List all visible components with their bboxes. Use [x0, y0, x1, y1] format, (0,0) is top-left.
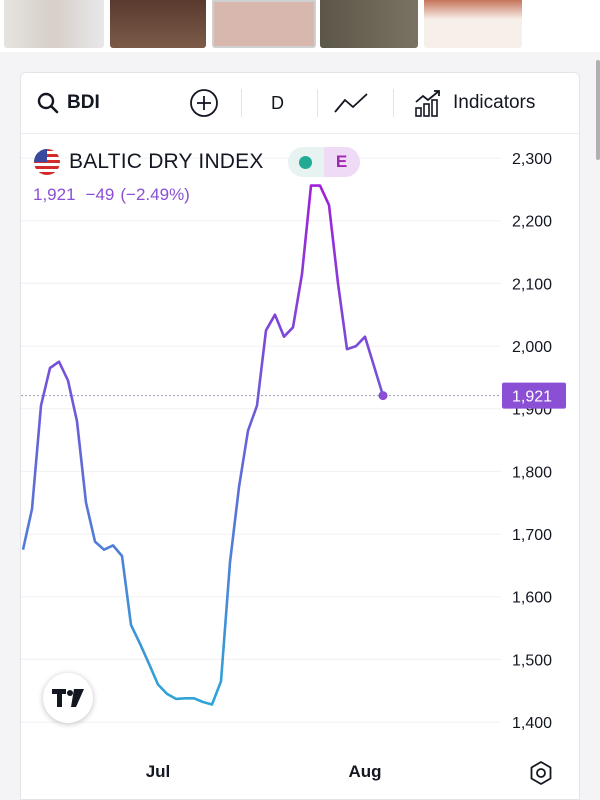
y-tick-label: 2,000 — [512, 339, 552, 356]
thumbnail-5[interactable] — [424, 0, 522, 48]
last-price-value: 1,921 — [33, 185, 76, 204]
price-line — [21, 184, 385, 706]
chart-style-button[interactable] — [333, 73, 369, 133]
media-thumbnail-strip — [0, 0, 600, 52]
y-tick-label: 2,300 — [512, 151, 552, 168]
earnings-badge: E — [323, 147, 360, 177]
tradingview-logo-icon — [52, 689, 84, 707]
last-price-badge-label: 1,921 — [512, 389, 552, 406]
y-tick-label: 1,400 — [512, 715, 552, 732]
chart-settings-button[interactable] — [525, 757, 557, 789]
market-open-indicator — [288, 147, 324, 177]
tradingview-logo-button[interactable] — [43, 673, 93, 723]
plus-circle-icon — [190, 89, 218, 117]
toolbar-divider — [393, 89, 394, 117]
market-status-pill[interactable]: E — [287, 147, 360, 177]
instrument-title: BALTIC DRY INDEX — [69, 150, 264, 173]
search-icon — [37, 92, 59, 114]
scroll-indicator — [596, 60, 600, 160]
y-tick-label: 1,700 — [512, 527, 552, 544]
status-dot-icon — [299, 155, 313, 169]
chart-legend: BALTIC DRY INDEX E 1,921 −49 (−2.49%) — [33, 147, 360, 205]
grid-lines — [21, 157, 501, 723]
thumbnail-1[interactable] — [4, 0, 104, 48]
time-axis: Jul Aug — [146, 762, 382, 781]
chart-widget: BDI D Indi — [20, 72, 580, 800]
symbol-search-button[interactable]: BDI — [37, 73, 100, 133]
toolbar-divider — [317, 89, 318, 117]
line-chart-icon — [334, 93, 368, 113]
toolbar-divider — [241, 89, 242, 117]
last-price-badge: 1,921 — [502, 382, 566, 409]
indicators-label: Indicators — [453, 92, 536, 113]
price-change-percent: (−2.49%) — [120, 185, 190, 204]
y-tick-label: 1,600 — [512, 590, 552, 607]
y-tick-label: 2,100 — [512, 276, 552, 293]
thumbnail-2[interactable] — [110, 0, 206, 48]
symbol-label: BDI — [67, 92, 100, 113]
x-tick-label: Jul — [146, 762, 171, 781]
y-tick-label: 1,800 — [512, 464, 552, 481]
interval-button[interactable]: D — [271, 73, 284, 133]
x-tick-label: Aug — [348, 762, 381, 781]
thumbnail-4[interactable] — [320, 0, 418, 48]
us-flag-icon — [34, 149, 60, 175]
thumbnail-3-selected[interactable] — [212, 0, 316, 48]
price-chart[interactable]: 1,4001,5001,6001,7001,8001,9002,0002,100… — [21, 73, 579, 799]
chart-toolbar: BDI D Indi — [21, 73, 579, 134]
compare-add-button[interactable] — [189, 73, 219, 133]
indicators-button[interactable]: Indicators — [413, 73, 535, 133]
y-tick-label: 2,200 — [512, 214, 552, 231]
price-change-row: 1,921 −49 (−2.49%) — [33, 185, 360, 205]
y-tick-label: 1,500 — [512, 652, 552, 669]
price-change-value: −49 — [85, 185, 115, 204]
price-axis: 1,4001,5001,6001,7001,8001,9002,0002,100… — [512, 151, 552, 732]
interval-label: D — [271, 92, 284, 113]
gear-icon — [530, 761, 552, 785]
last-price-dot — [378, 391, 388, 401]
indicators-icon — [415, 90, 440, 117]
